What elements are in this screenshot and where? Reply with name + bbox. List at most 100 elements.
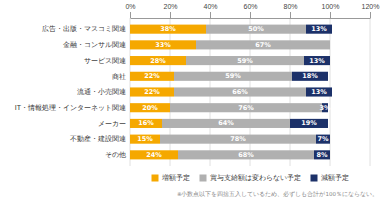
tick: その他 bbox=[105, 151, 130, 159]
tick: 40% bbox=[203, 3, 217, 18]
tick: 広告・出版・マスコミ関連 bbox=[42, 25, 130, 32]
bar bbox=[130, 150, 178, 159]
tick-label: メーカー bbox=[98, 120, 126, 127]
tick: 100% bbox=[322, 3, 340, 18]
tick-label: 0% bbox=[125, 3, 135, 10]
bar bbox=[130, 40, 196, 49]
tick: 120% bbox=[362, 3, 380, 18]
legend-item: 増額予定 bbox=[152, 173, 190, 182]
tick-label: 100% bbox=[322, 3, 340, 10]
bar bbox=[196, 40, 330, 49]
grid-line bbox=[370, 18, 371, 166]
bars bbox=[130, 25, 332, 160]
bar bbox=[304, 56, 330, 65]
tick-label: 流通・小売関連 bbox=[77, 88, 126, 95]
tick: 80% bbox=[283, 3, 297, 18]
data-label: 33% bbox=[155, 41, 171, 49]
tick-mark bbox=[330, 12, 331, 18]
data-label: 68% bbox=[238, 151, 254, 159]
bar bbox=[130, 119, 162, 128]
bar bbox=[130, 25, 206, 34]
data-label: 13% bbox=[311, 25, 327, 33]
bar bbox=[130, 103, 170, 112]
series bbox=[290, 25, 332, 160]
tick-mark bbox=[130, 12, 131, 18]
data-label: 59% bbox=[225, 72, 241, 80]
tick-label: 120% bbox=[362, 3, 380, 10]
series bbox=[160, 25, 330, 160]
legend-swatch bbox=[200, 175, 207, 182]
data-label: 15% bbox=[137, 135, 153, 143]
tick-mark bbox=[210, 12, 211, 18]
bar bbox=[130, 87, 174, 96]
tick-label: 広告・出版・マスコミ関連 bbox=[42, 25, 126, 32]
tick: 流通・小売関連 bbox=[77, 88, 130, 95]
annotation: ※小数点以下を四捨五入しているため、必ずしも合計が100％にならない。 bbox=[177, 190, 378, 198]
tick-mark bbox=[370, 12, 371, 18]
data-label: 20% bbox=[142, 104, 158, 112]
bar bbox=[290, 119, 328, 128]
tick-label: 商社 bbox=[112, 73, 126, 80]
data-label: 13% bbox=[311, 88, 327, 96]
legend: 増額予定 賞与支給額は変わらない予定 減額予定 bbox=[152, 173, 349, 182]
bar bbox=[314, 150, 330, 159]
bar bbox=[130, 72, 174, 81]
legend-label: 賞与支給額は変わらない予定 bbox=[210, 174, 301, 182]
tick-label: 不動産・建設関連 bbox=[70, 135, 126, 142]
bar bbox=[292, 72, 328, 81]
tick-mark bbox=[250, 12, 251, 18]
legend-swatch bbox=[311, 175, 318, 182]
data-label: 13% bbox=[309, 57, 325, 65]
data-labels: 38%33%28%22%22%20%16%15%24%50%67%59%59%6… bbox=[137, 25, 331, 159]
legend-item: 減額予定 bbox=[311, 174, 349, 182]
tick: IT・情報処理・インターネット関連 bbox=[15, 104, 130, 112]
data-label: 38% bbox=[160, 25, 176, 33]
data-label: 22% bbox=[144, 88, 160, 96]
y-axis: 広告・出版・マスコミ関連金融・コンサル関連サービス関連商社流通・小売関連 IT・情… bbox=[15, 25, 130, 159]
bar bbox=[160, 135, 316, 144]
bar bbox=[170, 103, 322, 112]
bar bbox=[174, 72, 292, 81]
tick: 0% bbox=[125, 3, 135, 18]
data-label: 78% bbox=[230, 135, 246, 143]
tick: 60% bbox=[243, 3, 257, 18]
tick: 不動産・建設関連 bbox=[70, 135, 130, 142]
bar bbox=[130, 135, 160, 144]
bar bbox=[306, 87, 332, 96]
legend-label: 増額予定 bbox=[161, 173, 190, 182]
tick: 金融・コンサル関連 bbox=[63, 41, 130, 49]
data-label: 3% bbox=[319, 104, 331, 112]
data-label: 76% bbox=[238, 104, 254, 112]
legend-label: 減額予定 bbox=[321, 174, 349, 182]
tick: 商社 bbox=[112, 73, 130, 80]
bar bbox=[130, 56, 186, 65]
tick-label: 80% bbox=[283, 3, 297, 10]
data-label: 67% bbox=[255, 41, 271, 49]
tick: サービス関連 bbox=[84, 57, 130, 65]
tick-label: IT・情報処理・インターネット関連 bbox=[15, 104, 126, 112]
data-label: 18% bbox=[302, 72, 318, 80]
tick-label: その他 bbox=[105, 151, 126, 159]
bar bbox=[316, 135, 330, 144]
bar bbox=[174, 87, 306, 96]
tick-label: サービス関連 bbox=[84, 57, 126, 65]
grid bbox=[130, 18, 370, 166]
tick-mark bbox=[170, 12, 171, 18]
data-label: 19% bbox=[301, 119, 317, 127]
data-label: 28% bbox=[150, 57, 166, 65]
chart: 38%33%28%22%22%20%16%15%24%50%67%59%59%6… bbox=[0, 0, 384, 202]
bar bbox=[206, 25, 306, 34]
tick: メーカー bbox=[98, 120, 130, 127]
bar bbox=[186, 56, 304, 65]
tick-mark bbox=[290, 12, 291, 18]
bar bbox=[162, 119, 290, 128]
tick-label: 60% bbox=[243, 3, 257, 10]
bar bbox=[306, 25, 332, 34]
tick-label: 20% bbox=[163, 3, 177, 10]
data-label: 24% bbox=[146, 151, 162, 159]
data-label: 66% bbox=[232, 88, 248, 96]
tick: 20% bbox=[163, 3, 177, 18]
bar bbox=[178, 150, 314, 159]
data-label: 22% bbox=[144, 72, 160, 80]
data-label: 7% bbox=[317, 135, 329, 143]
